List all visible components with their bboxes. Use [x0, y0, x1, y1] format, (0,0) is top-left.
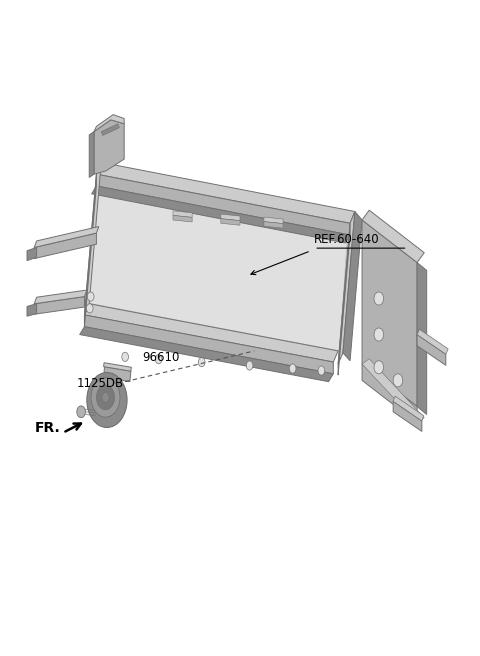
Polygon shape: [362, 359, 424, 423]
Polygon shape: [264, 217, 283, 224]
Circle shape: [87, 373, 127, 428]
Polygon shape: [338, 223, 350, 375]
Circle shape: [102, 392, 109, 402]
Circle shape: [246, 361, 253, 370]
Polygon shape: [221, 218, 240, 225]
Polygon shape: [104, 363, 132, 371]
Polygon shape: [173, 211, 192, 217]
Polygon shape: [96, 163, 355, 223]
Polygon shape: [84, 315, 333, 374]
Circle shape: [156, 355, 162, 364]
Polygon shape: [264, 222, 283, 228]
Circle shape: [91, 378, 120, 417]
Circle shape: [393, 374, 403, 387]
Polygon shape: [92, 186, 350, 243]
Polygon shape: [101, 124, 120, 136]
Polygon shape: [34, 297, 84, 314]
Circle shape: [77, 406, 85, 418]
Polygon shape: [96, 174, 350, 235]
Circle shape: [86, 304, 93, 313]
Circle shape: [289, 364, 296, 373]
Polygon shape: [362, 220, 417, 407]
Polygon shape: [338, 211, 355, 364]
Circle shape: [198, 358, 205, 367]
Text: 1125DB: 1125DB: [76, 377, 123, 390]
Polygon shape: [84, 163, 101, 315]
Polygon shape: [84, 174, 96, 327]
Polygon shape: [34, 233, 96, 258]
Text: REF.60-640: REF.60-640: [314, 233, 380, 246]
Polygon shape: [27, 304, 36, 316]
Polygon shape: [173, 215, 192, 222]
Circle shape: [96, 385, 115, 410]
Polygon shape: [94, 120, 124, 174]
Polygon shape: [80, 327, 333, 382]
Polygon shape: [104, 367, 131, 382]
Polygon shape: [221, 214, 240, 220]
Circle shape: [374, 328, 384, 341]
Polygon shape: [393, 396, 424, 421]
Polygon shape: [89, 132, 94, 177]
Polygon shape: [362, 210, 424, 262]
Circle shape: [374, 361, 384, 374]
Circle shape: [374, 292, 384, 305]
Polygon shape: [417, 262, 427, 415]
Polygon shape: [362, 364, 417, 423]
Polygon shape: [417, 335, 446, 365]
Polygon shape: [34, 290, 87, 304]
Polygon shape: [88, 185, 348, 351]
Polygon shape: [417, 329, 448, 354]
Circle shape: [122, 352, 129, 361]
Text: 96610: 96610: [142, 351, 179, 364]
Polygon shape: [27, 247, 36, 260]
Circle shape: [87, 292, 94, 301]
Circle shape: [318, 366, 324, 375]
Polygon shape: [34, 226, 99, 247]
Polygon shape: [343, 211, 362, 361]
Polygon shape: [393, 401, 422, 432]
Text: FR.: FR.: [35, 420, 61, 434]
Polygon shape: [84, 304, 338, 362]
Polygon shape: [94, 115, 124, 132]
